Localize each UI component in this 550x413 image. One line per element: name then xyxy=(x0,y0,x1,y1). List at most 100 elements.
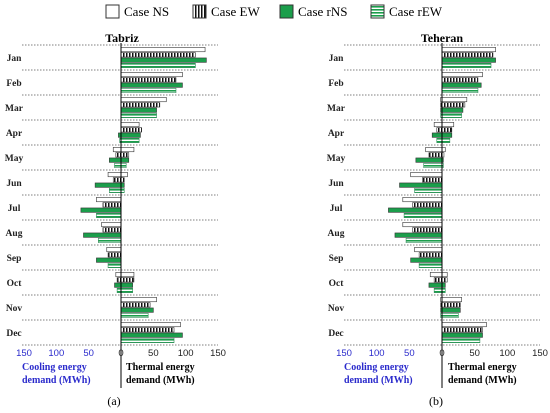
tabriz-bar-case-rew-thermal-may xyxy=(120,162,127,168)
tabriz-category-label-feb: Feb xyxy=(6,79,21,89)
teheran-bar-case-ew-thermal-dec xyxy=(441,327,483,333)
teheran-thermal-label-1: Thermal energy xyxy=(448,362,517,373)
teheran-cooling-label-1: Cooling energy xyxy=(344,362,409,373)
tabriz-bar-case-ns-thermal-jun xyxy=(120,172,128,178)
teheran-bar-case-ew-thermal-jan xyxy=(441,52,494,58)
teheran-category-label-jun: Jun xyxy=(328,179,344,189)
panel-teheran: Teheran Jan Feb Mar Apr May Jun Jul Aug Sep Oct No… xyxy=(327,31,548,408)
teheran-category-label-jul: Jul xyxy=(330,204,343,214)
teheran-tick-label: 50 xyxy=(469,348,480,359)
teheran-bar-case-ns-thermal-dec xyxy=(441,322,487,328)
legend-swatch-case-rns xyxy=(279,4,294,19)
panel-tabriz: Tabriz Jan Feb Mar Apr May Jun Jul Aug Sep Oct Nov… xyxy=(5,31,226,408)
teheran-bar-case-ew-cooling-apr xyxy=(436,127,443,133)
tabriz-category-label-dec: Dec xyxy=(6,329,21,339)
teheran-bar-case-rns-thermal-jan xyxy=(441,57,496,63)
teheran-category-label-aug: Aug xyxy=(328,229,345,239)
tabriz-bar-case-rew-cooling-jul xyxy=(96,212,122,218)
tabriz-category-label-jan: Jan xyxy=(7,54,23,64)
legend-swatch-case-ew xyxy=(192,4,207,19)
tabriz-bar-case-rns-cooling-aug xyxy=(83,232,122,238)
teheran-bar-case-ew-cooling-jul xyxy=(412,202,443,208)
teheran-bar-case-ns-cooling-may xyxy=(425,147,443,153)
tabriz-cooling-label-2: demand (MWh) xyxy=(22,375,91,386)
tabriz-bar-case-ew-cooling-may xyxy=(115,152,122,158)
tabriz-bar-case-ew-cooling-jun xyxy=(112,177,122,183)
tabriz-bar-case-ew-cooling-sep xyxy=(107,252,122,258)
tabriz-bar-case-ew-thermal-oct xyxy=(120,277,135,283)
tabriz-bar-case-ew-cooling-aug xyxy=(102,227,122,233)
legend-swatch-case-rew xyxy=(370,4,385,19)
tabriz-bar-case-ew-thermal-feb xyxy=(120,77,177,83)
teheran-bar-case-ns-thermal-oct xyxy=(441,272,448,278)
tabriz-bar-case-rew-cooling-jun xyxy=(109,187,122,193)
tabriz-bar-case-ns-cooling-may xyxy=(112,147,122,153)
tabriz-bar-case-ns-thermal-dec xyxy=(120,322,181,328)
teheran-bar-case-rew-cooling-may xyxy=(423,162,443,168)
panel-title-tabriz: Tabriz xyxy=(105,31,139,45)
tabriz-bar-case-rns-cooling-oct xyxy=(114,282,122,288)
teheran-plot: Jan Feb Mar Apr May Jun Jul Aug Sep Oct Nov Dec 150 1… xyxy=(327,43,548,388)
teheran-tick-label: 0 xyxy=(439,348,444,359)
tabriz-bar-case-ns-thermal-nov xyxy=(120,297,157,303)
tabriz-bar-case-ns-thermal-apr xyxy=(120,122,140,128)
teheran-bar-case-ew-cooling-oct xyxy=(433,277,443,283)
legend-label-case-rns: Case rNS xyxy=(298,4,347,19)
tabriz-cooling-label-1: Cooling energy xyxy=(22,362,87,373)
teheran-bar-case-rew-thermal-feb xyxy=(441,87,479,93)
teheran-bar-case-ns-cooling-jul xyxy=(402,197,443,203)
tabriz-bar-case-ns-cooling-oct xyxy=(115,272,122,278)
tabriz-category-label-aug: Aug xyxy=(6,229,23,239)
tabriz-tick-label: 100 xyxy=(48,348,64,359)
teheran-bar-case-ew-thermal-nov xyxy=(441,302,461,308)
tabriz-thermal-label-2: demand (MWh) xyxy=(126,375,195,386)
teheran-category-label-mar: Mar xyxy=(327,104,346,114)
teheran-tick-label: 150 xyxy=(532,348,548,359)
teheran-bar-case-rew-thermal-nov xyxy=(441,312,459,318)
tabriz-tick-label: 150 xyxy=(210,348,226,359)
teheran-bar-case-ns-cooling-oct xyxy=(429,272,443,278)
panel-label-a: (a) xyxy=(107,394,120,408)
tabriz-bar-case-ns-cooling-jul xyxy=(96,197,122,203)
teheran-bar-case-ew-thermal-oct xyxy=(441,277,448,283)
tabriz-bar-case-rns-thermal-may xyxy=(120,157,130,163)
tabriz-bar-case-ew-thermal-may xyxy=(120,152,130,158)
teheran-bar-case-ew-thermal-feb xyxy=(441,77,479,83)
tabriz-bar-case-rew-cooling-may xyxy=(114,162,122,168)
teheran-category-label-feb: Feb xyxy=(328,79,343,89)
teheran-tick-label: 150 xyxy=(336,348,352,359)
tabriz-bar-case-rew-thermal-feb xyxy=(120,87,177,93)
teheran-bar-case-rns-cooling-may xyxy=(415,157,443,163)
teheran-bar-case-rns-thermal-feb xyxy=(441,82,482,88)
teheran-bar-case-rns-cooling-jun xyxy=(399,182,443,188)
panel-title-teheran: Teheran xyxy=(421,31,464,45)
tabriz-bar-case-rew-thermal-apr xyxy=(120,137,140,143)
tabriz-bar-case-rew-thermal-jan xyxy=(120,62,196,68)
teheran-bar-case-rew-thermal-apr xyxy=(441,137,451,143)
legend-item-case-ew: Case EW xyxy=(192,4,260,19)
tabriz-bar-case-rew-thermal-dec xyxy=(120,337,175,343)
teheran-bar-case-ew-thermal-mar xyxy=(441,102,466,108)
tabriz-bar-case-ew-thermal-dec xyxy=(120,327,175,333)
tabriz-bar-case-rns-thermal-nov xyxy=(120,307,154,313)
tabriz-bar-case-ns-thermal-feb xyxy=(120,72,183,78)
teheran-bar-case-rns-cooling-jul xyxy=(388,207,443,213)
tabriz-bar-case-rns-thermal-apr xyxy=(120,132,141,138)
teheran-bar-case-ns-thermal-jan xyxy=(441,47,496,53)
teheran-bar-case-rew-cooling-oct xyxy=(433,287,443,293)
tabriz-thermal-label-1: Thermal energy xyxy=(126,362,195,373)
teheran-bar-case-rew-cooling-sep xyxy=(418,262,443,268)
teheran-category-label-jan: Jan xyxy=(329,54,345,64)
teheran-category-label-oct: Oct xyxy=(329,279,345,289)
tabriz-bar-case-ew-cooling-jul xyxy=(102,202,122,208)
teheran-bar-case-ns-thermal-mar xyxy=(441,97,468,103)
legend-label-case-ew: Case EW xyxy=(211,4,260,19)
tabriz-bar-case-rns-thermal-feb xyxy=(120,82,183,88)
tabriz-bar-case-rns-thermal-mar xyxy=(120,107,157,113)
teheran-bar-case-ns-cooling-apr xyxy=(433,122,443,128)
tabriz-category-label-apr: Apr xyxy=(6,129,23,139)
teheran-bar-case-rns-cooling-aug xyxy=(394,232,443,238)
tabriz-category-label-jul: Jul xyxy=(8,204,21,214)
tabriz-bar-case-ew-thermal-mar xyxy=(120,102,161,108)
